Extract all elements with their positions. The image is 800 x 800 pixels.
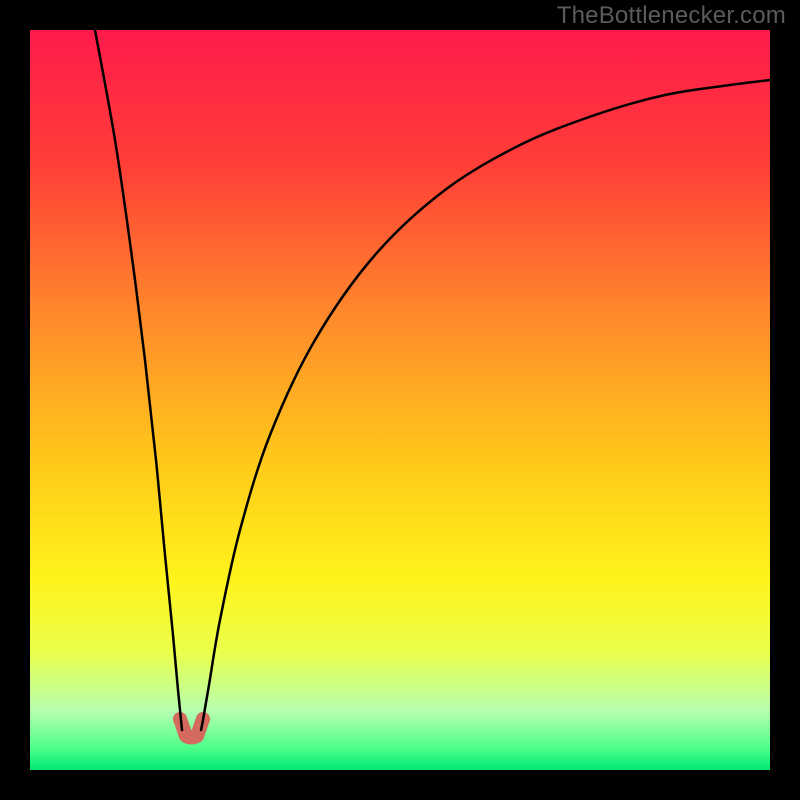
watermark-text: TheBottlenecker.com <box>557 2 786 30</box>
plot-area <box>30 30 770 770</box>
marker-u-shape <box>180 719 203 738</box>
curve-right-branch <box>201 80 770 730</box>
stage: TheBottlenecker.com <box>0 0 800 800</box>
curve-left-branch <box>95 30 182 730</box>
curve-layer <box>30 30 770 770</box>
